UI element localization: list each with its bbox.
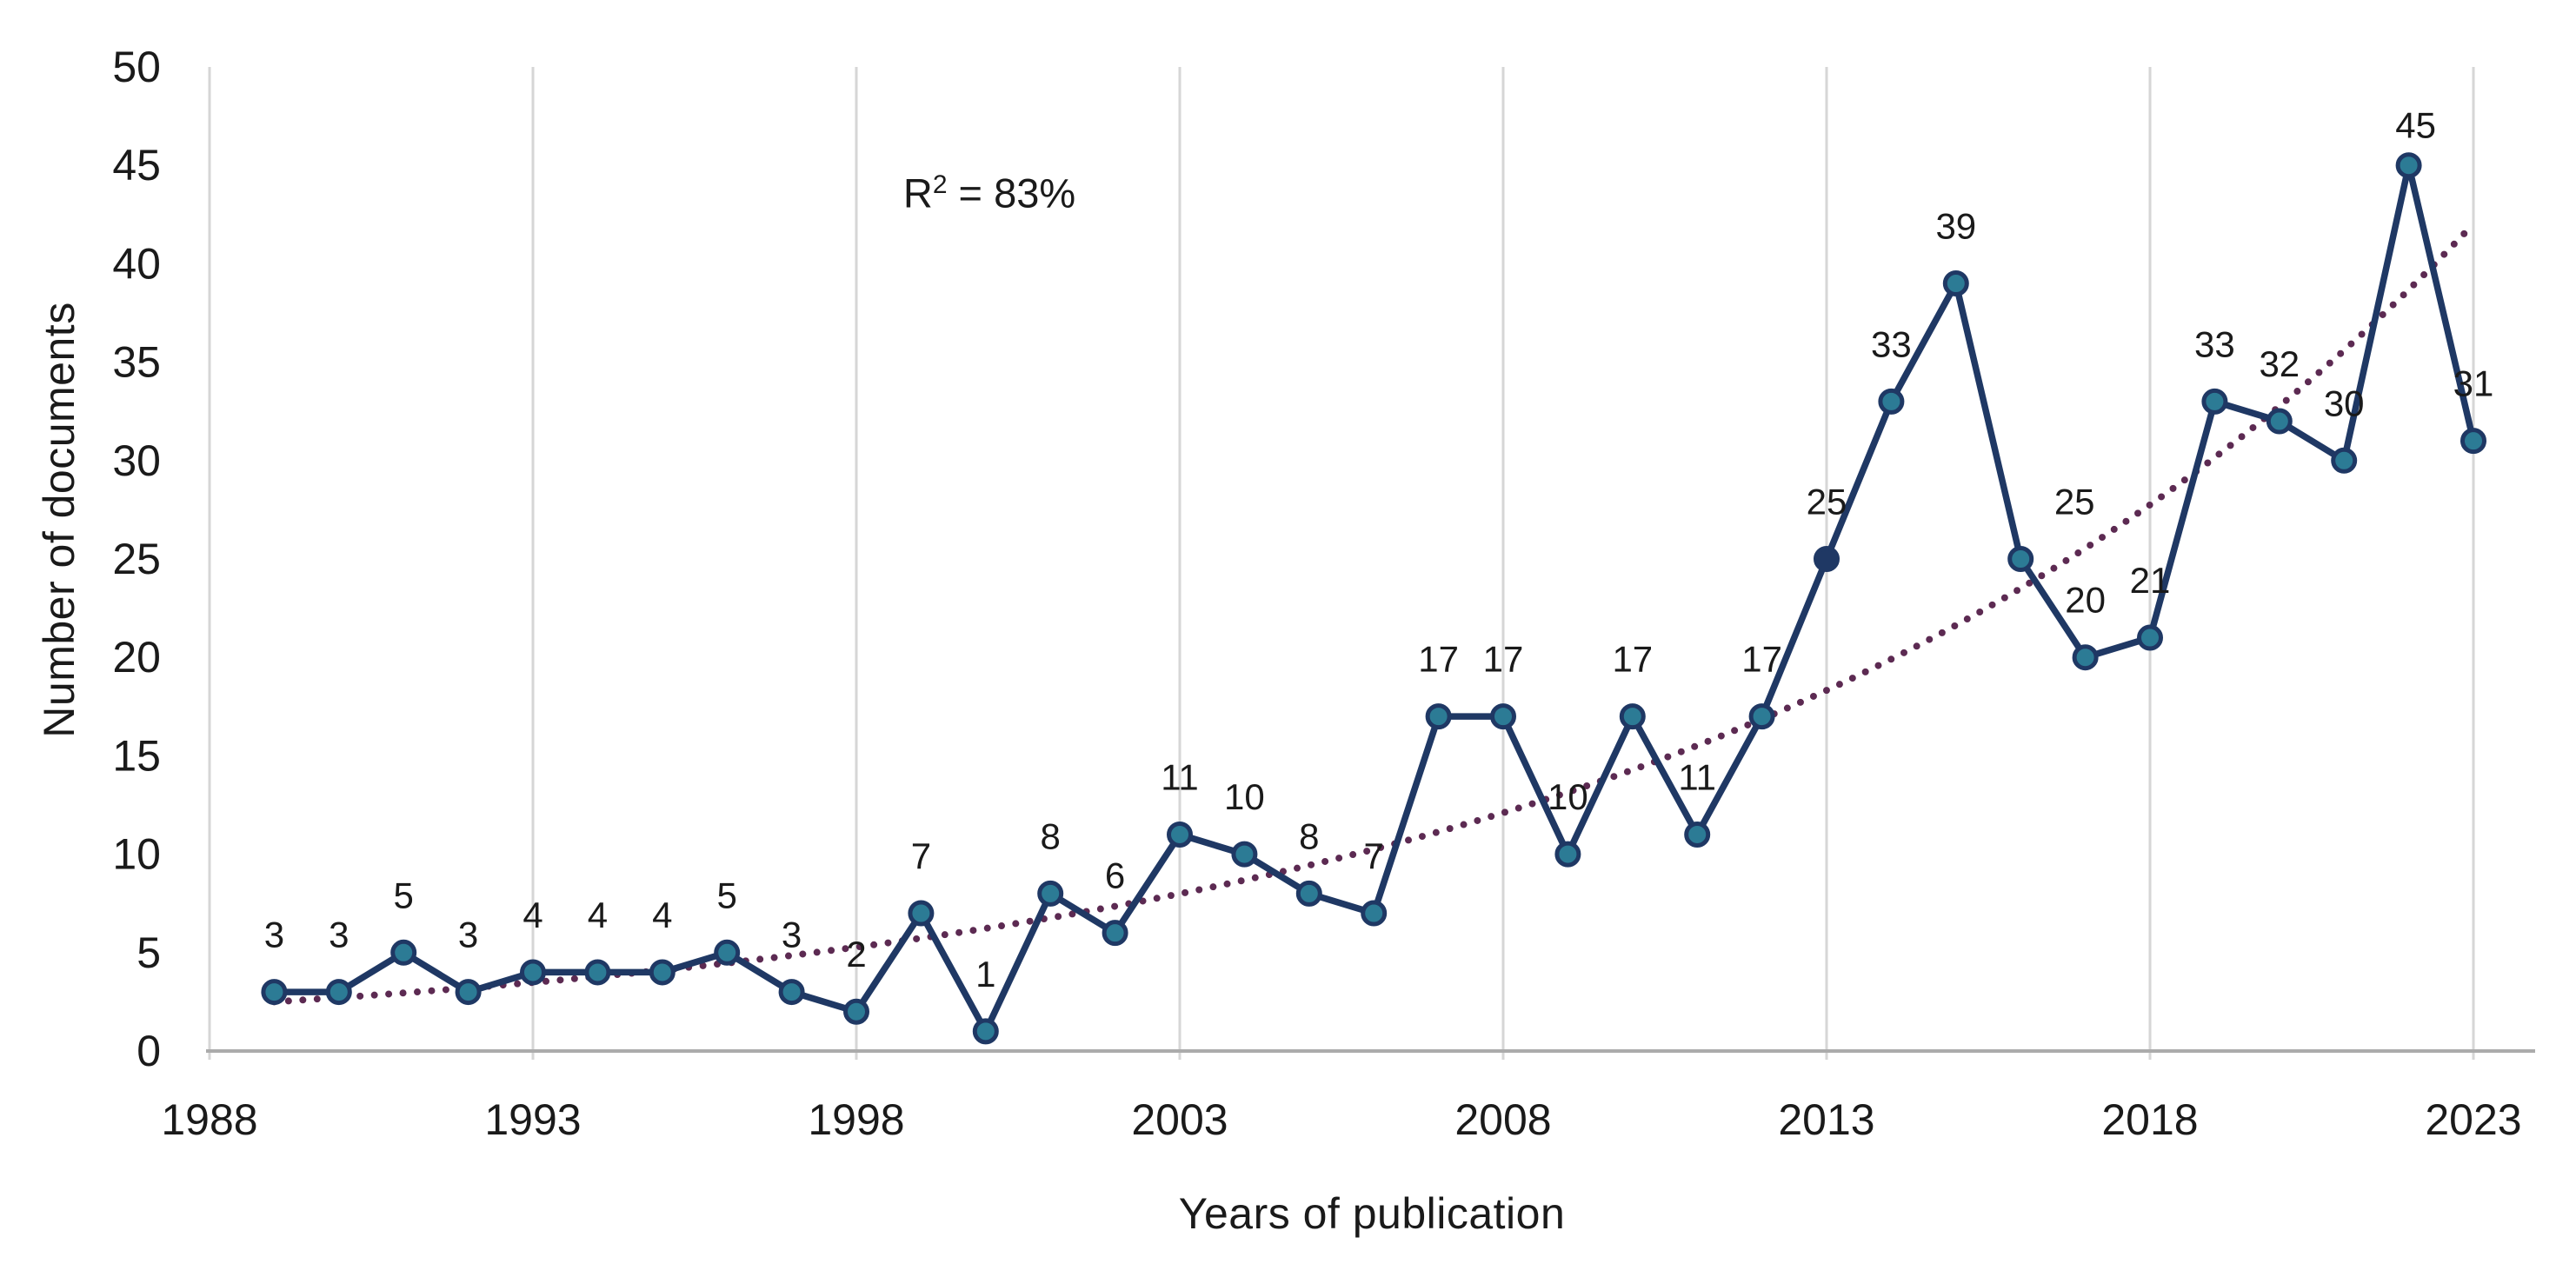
y-tick-label: 25 [112,535,161,583]
data-label: 33 [2194,323,2235,364]
data-point [908,900,935,927]
data-point [2137,624,2163,651]
x-axis-title: Years of publication [1178,1189,1566,1238]
y-tick-label: 10 [112,830,161,879]
data-label: 20 [2065,580,2106,621]
data-point [1102,920,1128,947]
data-label: 25 [2054,482,2095,522]
data-point [1425,703,1452,730]
data-label: 7 [1364,835,1384,876]
r2-base: R [902,170,933,216]
data-label: 3 [458,915,478,955]
data-label: 17 [1418,639,1459,680]
trendline [270,220,2477,1006]
data-label: 25 [1807,482,1847,522]
data-label: 3 [782,915,802,955]
data-point [1942,270,1969,297]
data-label: 4 [523,895,542,935]
data-point [649,959,676,986]
data-point [390,939,417,966]
data-label: 17 [1483,639,1524,680]
data-point [1295,880,1322,907]
data-label: 3 [264,915,284,955]
x-tick-label: 1993 [484,1095,581,1144]
data-label: 6 [1105,855,1125,896]
data-point [778,979,805,1006]
data-label: 21 [2130,560,2171,601]
data-label: 17 [1741,639,1782,680]
data-label: 10 [1224,776,1265,817]
data-label: 1 [975,954,995,995]
y-tick-label: 20 [112,633,161,682]
data-point [2395,152,2422,179]
data-point [261,979,288,1006]
data-label: 30 [2324,383,2365,423]
x-tick-label: 2008 [1454,1095,1551,1144]
data-label: 33 [1871,323,1912,364]
data-label: 8 [1041,815,1061,856]
r2-value: = 83% [947,170,1076,216]
data-label: 5 [717,875,737,915]
data-label: 5 [394,875,414,915]
y-tick-label: 5 [136,928,161,977]
data-point [2266,408,2293,435]
data-point [2331,447,2358,474]
x-tick-label: 1998 [808,1095,904,1144]
data-point [843,998,869,1025]
data-point [1554,841,1581,868]
data-point [1748,703,1775,730]
data-label: 4 [588,895,608,935]
y-tick-label: 35 [112,338,161,387]
data-point [714,939,741,966]
data-point [455,979,482,1006]
y-tick-label: 45 [112,141,161,190]
data-point [1684,821,1711,848]
x-tick-label: 2018 [2101,1095,2198,1144]
data-point [2007,546,2034,572]
data-point [2460,428,2486,455]
data-label: 11 [1678,756,1716,797]
x-tick-label: 2013 [1778,1095,1874,1144]
y-axis-title: Number of documents [35,302,83,738]
data-label: 4 [652,895,672,935]
y-tick-label: 40 [112,239,161,288]
data-point [1231,841,1258,868]
r-squared-annotation: R2 = 83% [903,170,1075,217]
data-point [1167,821,1193,848]
data-label: 10 [1548,776,1588,817]
y-tick-label: 30 [112,436,161,485]
data-label: 7 [911,835,931,876]
data-point [520,959,546,986]
x-tick-label: 2003 [1131,1095,1228,1144]
data-point [1814,546,1840,572]
y-tick-label: 15 [112,731,161,780]
x-tick-label: 1988 [161,1095,257,1144]
y-tick-label: 50 [112,43,161,91]
x-tick-label: 2023 [2425,1095,2521,1144]
y-tick-label: 0 [136,1027,161,1075]
data-label: 3 [329,915,349,955]
data-point [972,1018,999,1045]
data-point [584,959,611,986]
data-label: 45 [2395,105,2436,146]
data-point [2072,644,2099,671]
data-label: 11 [1161,756,1199,797]
data-point [1361,900,1388,927]
r2-superscript: 2 [932,170,948,199]
data-label: 39 [1935,206,1976,247]
data-point [1619,703,1646,730]
data-label: 2 [846,934,866,975]
data-point [1037,880,1064,907]
data-label: 31 [2453,363,2494,404]
data-label: 8 [1299,815,1319,856]
data-point [1878,388,1905,415]
data-point [325,979,352,1006]
data-point [2201,388,2228,415]
data-point [1490,703,1516,730]
data-label: 32 [2259,343,2300,384]
data-label: 17 [1612,639,1653,680]
